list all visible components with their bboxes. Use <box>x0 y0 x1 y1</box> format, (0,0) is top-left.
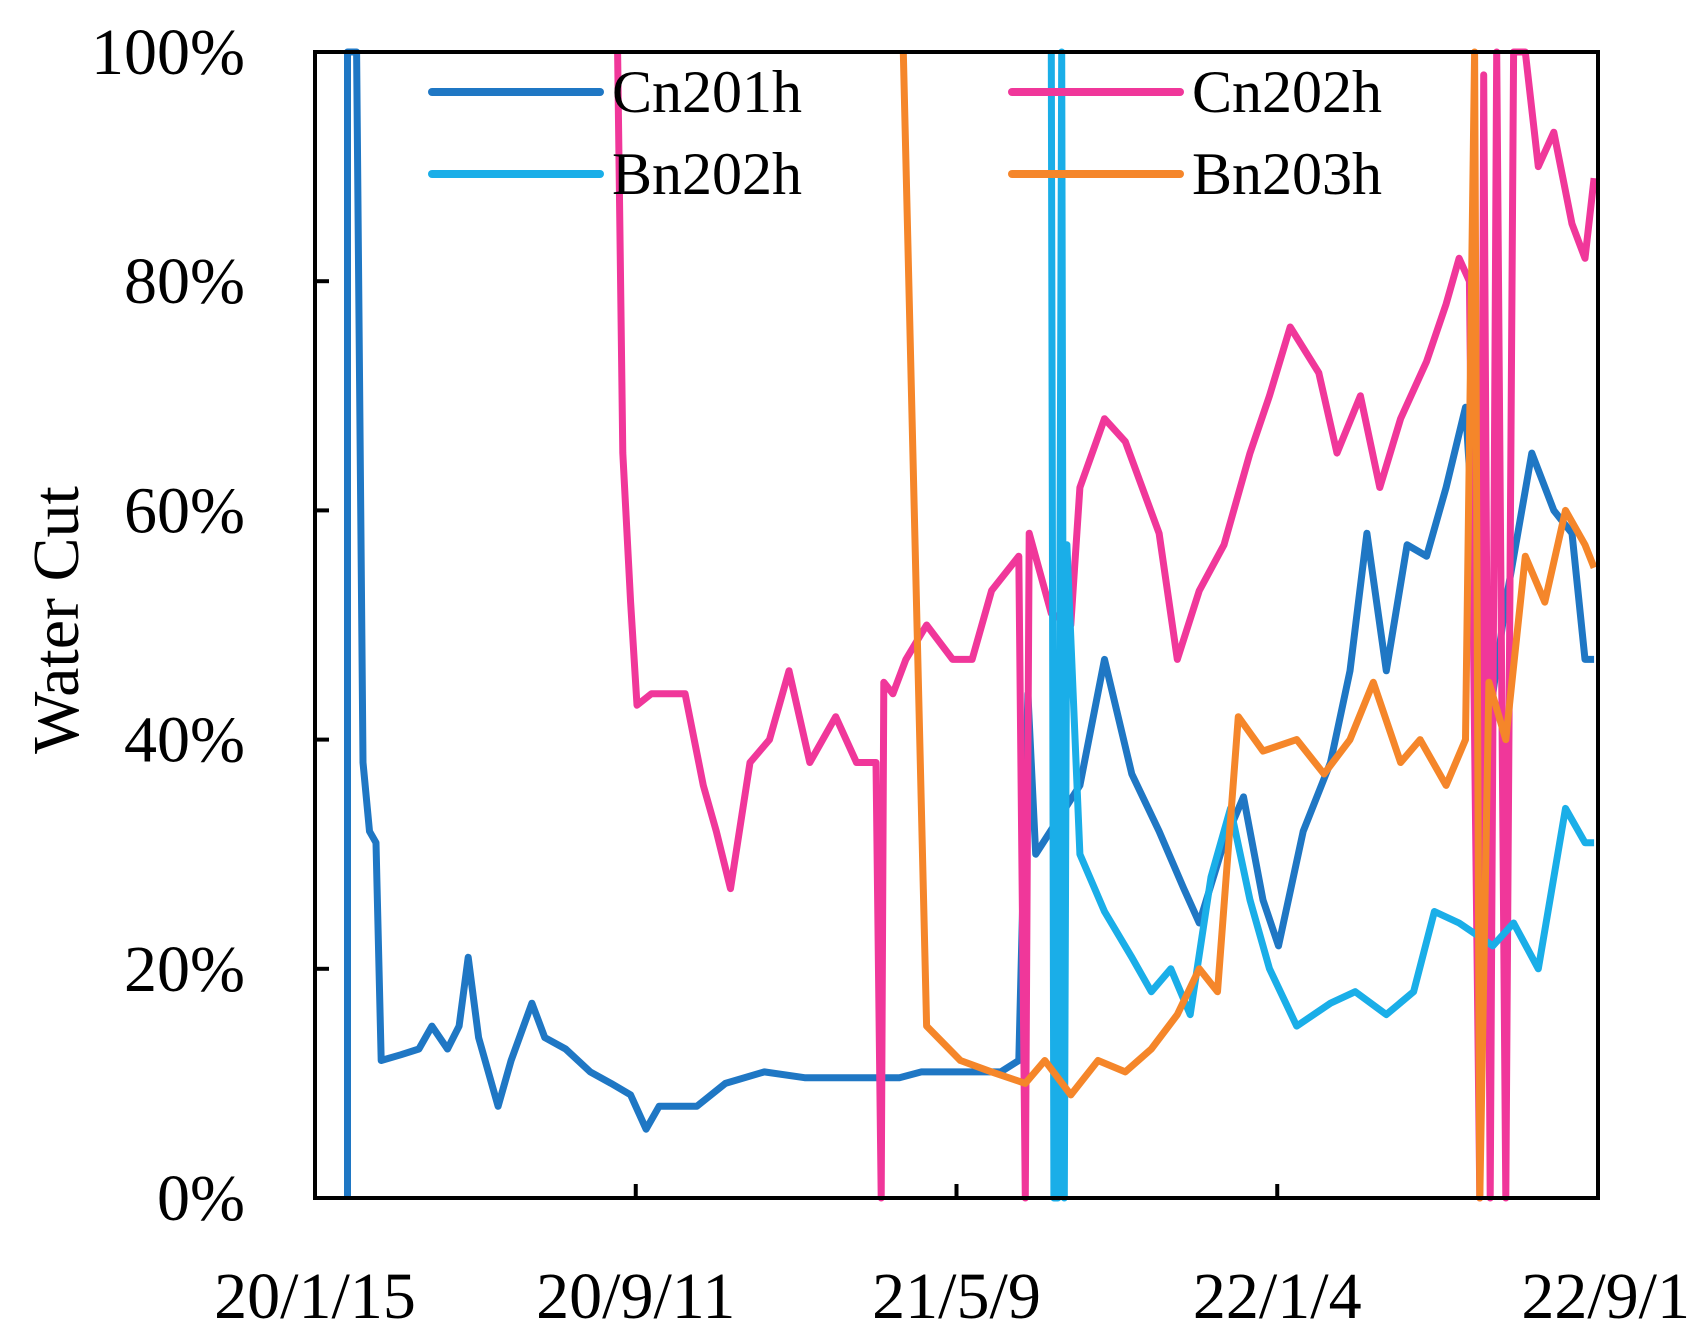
series-line-bn202h <box>1047 48 1595 1202</box>
y-tick-label: 20% <box>124 933 245 1006</box>
legend-label-bn202h: Bn202h <box>612 141 802 207</box>
series-line-cn201h <box>344 48 1595 1198</box>
series-layer <box>344 48 1598 1202</box>
x-tick-label: 20/9/11 <box>536 1260 735 1333</box>
y-tick-label: 80% <box>124 245 245 318</box>
y-tick-label: 0% <box>157 1162 245 1235</box>
series-line-cn202h <box>614 48 1598 1202</box>
x-tick-label: 22/9/1 <box>1521 1260 1690 1333</box>
x-tick-label: 21/5/9 <box>872 1260 1041 1333</box>
y-axis: 0% 20% 40% 60% 80% 100% <box>91 16 329 1235</box>
y-tick-label: 60% <box>124 474 245 547</box>
legend: Cn201h Cn202h Bn202h Bn203h <box>428 59 1382 207</box>
y-tick-label: 100% <box>91 16 245 89</box>
series-line-bn203h <box>899 48 1598 1202</box>
x-tick-label: 20/1/15 <box>214 1260 416 1333</box>
x-axis: 20/1/15 20/9/11 21/5/9 22/1/4 22/9/1 <box>214 1184 1690 1333</box>
legend-label-cn202h: Cn202h <box>1192 59 1382 125</box>
y-tick-label: 40% <box>124 704 245 777</box>
plot-frame <box>313 50 1600 1200</box>
y-axis-title: Water Cut <box>20 486 93 754</box>
legend-label-bn203h: Bn203h <box>1192 141 1382 207</box>
legend-label-cn201h: Cn201h <box>612 59 802 125</box>
x-tick-label: 22/1/4 <box>1193 1260 1362 1333</box>
